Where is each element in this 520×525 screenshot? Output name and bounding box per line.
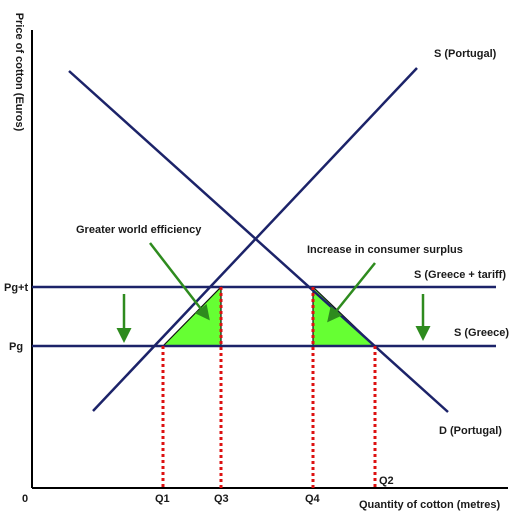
quantity-label-q4: Q4: [305, 493, 321, 505]
price-label-pg: Pg: [9, 341, 23, 353]
supply-greece-label: S (Greece): [454, 327, 509, 339]
y-axis-label: Price of cotton (Euros): [13, 13, 25, 132]
consumer-surplus-annotation: Increase in consumer surplus: [307, 244, 463, 256]
quantity-label-q2: Q2: [379, 475, 394, 487]
consumer-surplus-arrow: [327, 262, 376, 323]
supply-portugal-label: S (Portugal): [434, 48, 497, 60]
quantity-label-q3: Q3: [214, 493, 229, 505]
world-efficiency-annotation: Greater world efficiency: [76, 224, 202, 236]
x-axis-label: Quantity of cotton (metres): [359, 499, 501, 511]
origin-label: 0: [22, 493, 28, 505]
supply-greece-tariff-label: S (Greece + tariff): [414, 269, 506, 281]
world-efficiency-arrow: [149, 242, 210, 321]
price-label-pg-tariff: Pg+t: [4, 282, 28, 294]
demand-portugal-label: D (Portugal): [439, 425, 502, 437]
quantity-label-q1: Q1: [155, 493, 170, 505]
demand-portugal-curve: [68, 70, 449, 413]
